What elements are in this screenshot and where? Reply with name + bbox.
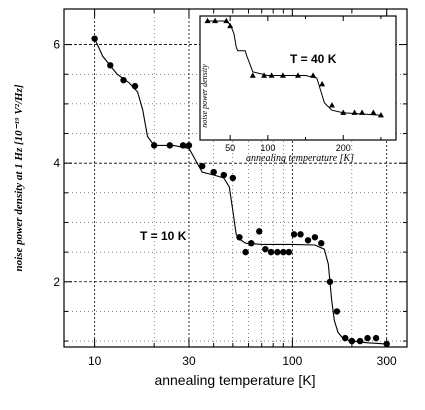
data-point <box>150 142 158 149</box>
data-point <box>267 248 275 256</box>
inset-data-point <box>351 109 358 115</box>
x-tick-label: 100 <box>282 354 302 368</box>
data-point <box>318 240 325 247</box>
data-point <box>210 168 217 176</box>
x-tick-label: 300 <box>377 354 397 368</box>
data-point <box>229 174 237 182</box>
inset-x-tick-label: 200 <box>336 143 351 153</box>
data-point <box>311 234 319 241</box>
inset-data-point <box>370 109 377 115</box>
data-point <box>383 340 390 348</box>
data-point <box>185 142 193 149</box>
inset-data-point <box>279 72 286 78</box>
data-point <box>248 240 255 247</box>
data-point <box>242 248 249 256</box>
main-fit-curve-group <box>94 38 387 345</box>
data-point <box>280 248 287 256</box>
data-point <box>333 308 341 315</box>
inset-fit-curve-group <box>207 20 381 116</box>
data-point <box>274 248 281 256</box>
data-point <box>107 62 114 69</box>
data-point <box>290 231 298 238</box>
data-point <box>120 76 127 84</box>
inset-x-tick-label: 50 <box>225 143 235 153</box>
inset-plot-frame <box>199 15 397 141</box>
inset-data-point <box>295 72 301 78</box>
inset-data-point <box>204 17 211 24</box>
inset-data-point <box>249 72 256 78</box>
data-point <box>356 337 364 345</box>
inset-fit-curve <box>207 20 381 116</box>
data-point <box>199 162 206 170</box>
inset-data-points <box>204 17 384 118</box>
inset-data-point <box>319 81 326 87</box>
main-plot-frame <box>63 8 408 348</box>
inset-y-axis-label: noise power density <box>200 64 209 128</box>
data-point <box>131 82 139 90</box>
data-point <box>166 142 174 149</box>
inset-data-point <box>377 112 384 118</box>
data-point <box>326 278 334 285</box>
y-tick-label: 2 <box>53 275 60 289</box>
inset-x-axis-label: annealing temperature [K] <box>246 153 354 164</box>
data-point <box>297 231 304 238</box>
data-point <box>256 228 263 235</box>
x-tick-label: 30 <box>182 354 196 368</box>
inset-data-point <box>310 72 317 78</box>
inset-chart: 50 100 200 annealing temperature [K] noise… <box>199 15 397 164</box>
inset-data-point <box>340 109 347 115</box>
inset-data-point <box>212 17 219 24</box>
inset-data-point <box>268 72 275 78</box>
main-x-axis-label: annealing temperature [K] <box>154 372 315 388</box>
data-point <box>341 334 349 342</box>
inset-annotation-temperature: T = 40 K <box>290 52 337 66</box>
data-point <box>236 234 243 241</box>
inset-data-point <box>261 72 268 78</box>
x-tick-label: 10 <box>88 354 102 368</box>
inset-data-point <box>328 102 335 108</box>
main-data-points <box>91 35 390 348</box>
data-point <box>220 171 227 179</box>
inset-ticks: 50 100 200 <box>225 16 382 153</box>
data-point <box>91 35 98 42</box>
data-point <box>285 248 293 256</box>
data-point <box>304 237 312 244</box>
main-ticks: 10 30 100 300 2 4 6 <box>53 9 407 368</box>
y-tick-label: 6 <box>53 38 60 52</box>
data-point <box>179 142 187 149</box>
main-annotation-temperature: T = 10 K <box>140 229 187 243</box>
data-point <box>372 334 380 342</box>
data-point <box>348 337 356 345</box>
main-fit-curve <box>94 38 387 345</box>
y-tick-label: 4 <box>53 156 60 170</box>
data-point <box>364 334 371 342</box>
inset-data-point <box>227 22 234 29</box>
inset-data-point <box>223 17 230 24</box>
inset-data-point <box>359 109 366 115</box>
inset-x-tick-label: 100 <box>260 143 275 153</box>
data-point <box>262 245 269 253</box>
main-y-axis-label: noise power density at 1 Hz [10⁻¹⁹ V²/Hz… <box>13 84 25 271</box>
